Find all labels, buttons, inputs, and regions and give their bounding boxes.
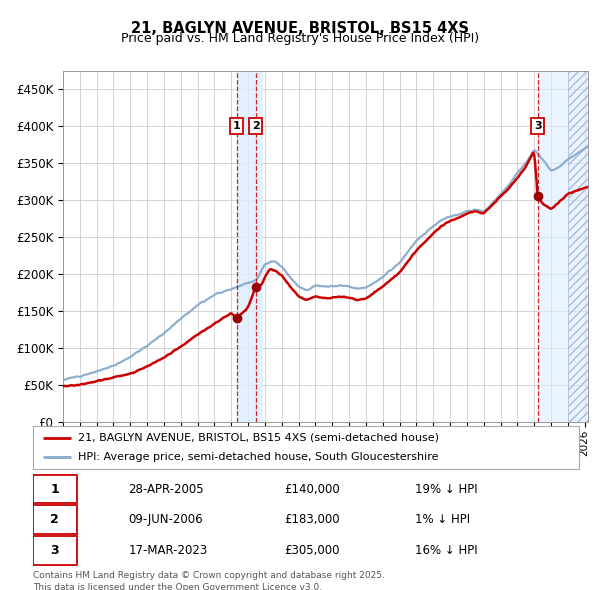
Text: 09-JUN-2006: 09-JUN-2006 [128, 513, 203, 526]
Text: Contains HM Land Registry data © Crown copyright and database right 2025.
This d: Contains HM Land Registry data © Crown c… [33, 571, 385, 590]
Text: 1% ↓ HPI: 1% ↓ HPI [415, 513, 470, 526]
Text: 21, BAGLYN AVENUE, BRISTOL, BS15 4XS (semi-detached house): 21, BAGLYN AVENUE, BRISTOL, BS15 4XS (se… [78, 432, 439, 442]
Text: HPI: Average price, semi-detached house, South Gloucestershire: HPI: Average price, semi-detached house,… [78, 453, 438, 463]
Text: 2: 2 [252, 121, 260, 131]
FancyBboxPatch shape [33, 474, 77, 503]
Text: £305,000: £305,000 [284, 544, 340, 557]
FancyBboxPatch shape [33, 536, 77, 565]
Bar [538, 71, 588, 422]
Bar [236, 71, 262, 422]
Text: 3: 3 [50, 544, 59, 557]
Text: 3: 3 [534, 121, 542, 131]
FancyBboxPatch shape [33, 506, 77, 534]
Bar [568, 71, 588, 422]
Text: £183,000: £183,000 [284, 513, 340, 526]
Text: 1: 1 [50, 483, 59, 496]
Text: 19% ↓ HPI: 19% ↓ HPI [415, 483, 478, 496]
Text: 17-MAR-2023: 17-MAR-2023 [128, 544, 208, 557]
Text: £140,000: £140,000 [284, 483, 340, 496]
Text: 16% ↓ HPI: 16% ↓ HPI [415, 544, 478, 557]
Text: Price paid vs. HM Land Registry's House Price Index (HPI): Price paid vs. HM Land Registry's House … [121, 32, 479, 45]
Text: 21, BAGLYN AVENUE, BRISTOL, BS15 4XS: 21, BAGLYN AVENUE, BRISTOL, BS15 4XS [131, 21, 469, 35]
Text: 1: 1 [233, 121, 241, 131]
Text: 28-APR-2005: 28-APR-2005 [128, 483, 204, 496]
Text: 2: 2 [50, 513, 59, 526]
